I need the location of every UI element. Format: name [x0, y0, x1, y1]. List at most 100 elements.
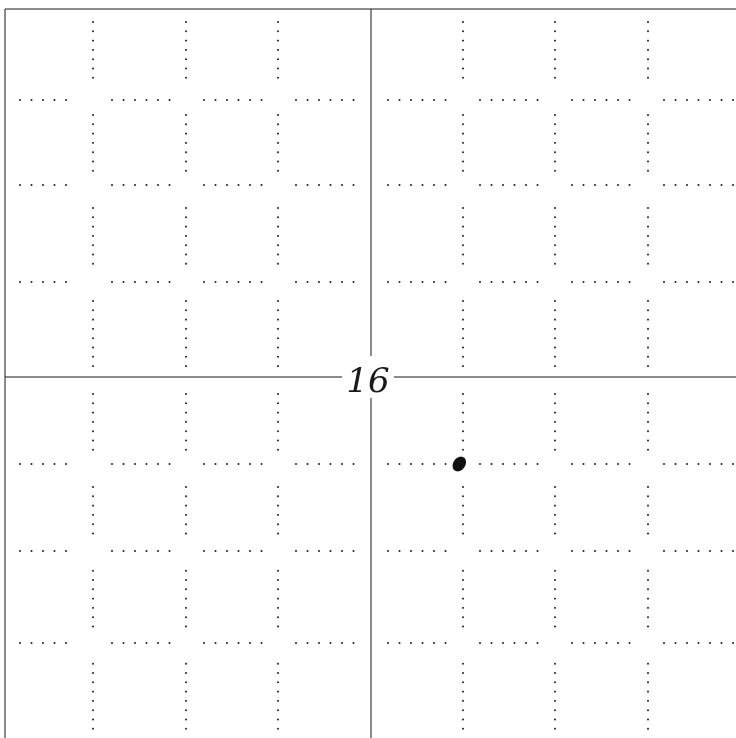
grid-dot-horizontal	[479, 184, 481, 186]
grid-dot-horizontal	[65, 550, 67, 552]
grid-dot-vertical	[277, 532, 279, 535]
grid-dot-vertical	[92, 234, 94, 237]
grid-dot-horizontal	[697, 642, 700, 644]
grid-dot-horizontal	[410, 281, 412, 283]
grid-dot-horizontal	[502, 463, 504, 465]
grid-dot-vertical	[185, 225, 187, 228]
grid-dot-vertical	[277, 21, 279, 23]
grid-dot-vertical	[554, 337, 556, 340]
grid-dot-vertical	[185, 393, 187, 395]
grid-dot-horizontal	[53, 550, 56, 552]
grid-dot-vertical	[554, 253, 556, 256]
grid-dot-horizontal	[444, 99, 447, 101]
grid-dot-horizontal	[536, 99, 539, 101]
grid-dot-horizontal	[352, 281, 355, 283]
grid-dot-horizontal	[433, 281, 435, 283]
grid-dot-vertical	[554, 262, 556, 265]
grid-dot-horizontal	[145, 184, 148, 186]
grid-dot-vertical	[92, 318, 94, 321]
grid-dot-vertical	[92, 616, 94, 619]
grid-dot-horizontal	[341, 184, 343, 186]
grid-dot-horizontal	[214, 463, 217, 465]
grid-dot-horizontal	[398, 281, 401, 283]
grid-dot-vertical	[185, 439, 187, 442]
grid-dot-horizontal	[720, 184, 723, 186]
grid-dot-vertical	[277, 699, 279, 702]
grid-dot-horizontal	[605, 642, 608, 644]
grid-dot-horizontal	[329, 550, 332, 552]
grid-dot-vertical	[185, 402, 187, 405]
grid-dot-vertical	[92, 346, 94, 349]
grid-dot-horizontal	[341, 99, 343, 101]
grid-dot-horizontal	[709, 184, 711, 186]
grid-dot-horizontal	[111, 642, 113, 644]
grid-dot-vertical	[185, 123, 187, 126]
grid-dot-horizontal	[525, 463, 527, 465]
grid-dot-horizontal	[260, 99, 263, 101]
grid-dot-horizontal	[237, 463, 240, 465]
grid-dot-vertical	[554, 448, 556, 451]
grid-dot-horizontal	[145, 642, 148, 644]
grid-dot-vertical	[277, 39, 279, 42]
grid-dot-vertical	[554, 727, 556, 730]
grid-dot-vertical	[462, 253, 464, 256]
grid-dot-horizontal	[398, 463, 401, 465]
grid-dot-vertical	[647, 690, 649, 693]
grid-dot-vertical	[185, 532, 187, 535]
grid-dot-horizontal	[444, 281, 447, 283]
grid-dot-vertical	[277, 262, 279, 265]
grid-dot-vertical	[277, 504, 279, 507]
grid-dot-vertical	[647, 662, 649, 665]
grid-dot-horizontal	[226, 184, 228, 186]
grid-dot-vertical	[92, 151, 94, 154]
grid-dot-vertical	[462, 76, 464, 79]
grid-dot-horizontal	[582, 463, 585, 465]
grid-dot-vertical	[462, 672, 464, 674]
grid-dot-horizontal	[421, 550, 424, 552]
grid-dot-vertical	[277, 495, 279, 498]
grid-dot-vertical	[92, 486, 94, 488]
grid-dot-vertical	[185, 132, 187, 135]
grid-dot-vertical	[647, 411, 649, 414]
grid-dot-vertical	[185, 151, 187, 154]
grid-dot-vertical	[462, 439, 464, 442]
grid-dot-vertical	[92, 169, 94, 172]
grid-dot-horizontal	[318, 99, 320, 101]
grid-dot-horizontal	[421, 281, 424, 283]
grid-dot-vertical	[462, 690, 464, 693]
grid-dot-horizontal	[502, 550, 504, 552]
grid-dot-horizontal	[697, 550, 700, 552]
grid-dot-vertical	[647, 151, 649, 154]
grid-dot-vertical	[277, 225, 279, 228]
grid-dot-horizontal	[663, 463, 665, 465]
grid-dot-vertical	[185, 244, 187, 247]
grid-dot-vertical	[647, 355, 649, 358]
grid-dot-vertical	[554, 569, 556, 572]
grid-dot-vertical	[92, 597, 94, 600]
grid-dot-horizontal	[571, 99, 573, 101]
grid-dot-vertical	[277, 58, 279, 61]
grid-dot-horizontal	[617, 99, 619, 101]
dotted-grid	[19, 21, 734, 730]
grid-dot-vertical	[554, 234, 556, 237]
grid-dot-vertical	[92, 141, 94, 144]
grid-dot-vertical	[92, 569, 94, 572]
grid-dot-vertical	[462, 411, 464, 414]
grid-dot-horizontal	[387, 463, 389, 465]
grid-dot-vertical	[647, 253, 649, 256]
grid-dot-horizontal	[226, 281, 228, 283]
grid-dot-vertical	[92, 67, 94, 70]
grid-dot-vertical	[554, 327, 556, 330]
grid-dot-horizontal	[398, 550, 401, 552]
grid-dot-vertical	[647, 58, 649, 61]
grid-dot-horizontal	[19, 642, 21, 644]
grid-dot-vertical	[554, 616, 556, 619]
grid-dot-vertical	[185, 169, 187, 172]
grid-dot-horizontal	[168, 99, 171, 101]
grid-dot-vertical	[647, 420, 649, 423]
grid-dot-horizontal	[490, 281, 493, 283]
grid-dot-vertical	[277, 132, 279, 135]
grid-dot-horizontal	[134, 550, 136, 552]
grid-dot-horizontal	[490, 99, 493, 101]
grid-dot-horizontal	[674, 642, 677, 644]
